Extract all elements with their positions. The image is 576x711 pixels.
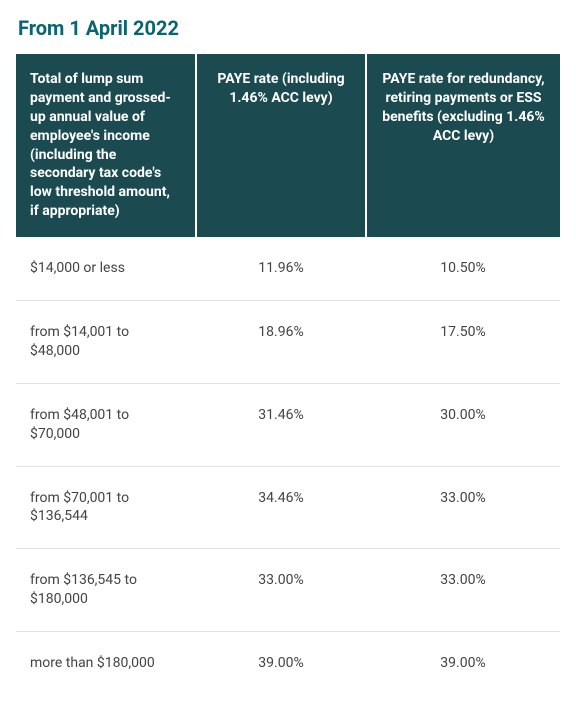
cell-paye: 34.46% [196, 466, 366, 549]
cell-income-range: more than $180,000 [16, 632, 196, 695]
col-header-paye-excl-rate: PAYE rate for redundancy, retiring payme… [366, 54, 560, 237]
table-header-row: Total of lump sum payment and grossed-up… [16, 54, 560, 237]
table-row: from $136,545 to $180,000 33.00% 33.00% [16, 549, 560, 632]
cell-income-range: from $14,001 to $48,000 [16, 301, 196, 384]
table-row: $14,000 or less 11.96% 10.50% [16, 237, 560, 300]
section-title: From 1 April 2022 [18, 16, 560, 40]
cell-paye-excl: 39.00% [366, 632, 560, 695]
table-row: from $70,001 to $136,544 34.46% 33.00% [16, 466, 560, 549]
cell-income-range: from $48,001 to $70,000 [16, 383, 196, 466]
cell-paye: 39.00% [196, 632, 366, 695]
cell-income-range: $14,000 or less [16, 237, 196, 300]
cell-paye: 31.46% [196, 383, 366, 466]
col-header-income-range: Total of lump sum payment and grossed-up… [16, 54, 196, 237]
paye-rate-table: Total of lump sum payment and grossed-up… [16, 54, 560, 695]
cell-paye-excl: 33.00% [366, 466, 560, 549]
cell-income-range: from $136,545 to $180,000 [16, 549, 196, 632]
cell-paye-excl: 10.50% [366, 237, 560, 300]
cell-paye-excl: 33.00% [366, 549, 560, 632]
cell-paye: 33.00% [196, 549, 366, 632]
cell-paye-excl: 30.00% [366, 383, 560, 466]
table-row: from $14,001 to $48,000 18.96% 17.50% [16, 301, 560, 384]
table-row: from $48,001 to $70,000 31.46% 30.00% [16, 383, 560, 466]
table-body: $14,000 or less 11.96% 10.50% from $14,0… [16, 237, 560, 695]
cell-income-range: from $70,001 to $136,544 [16, 466, 196, 549]
cell-paye: 18.96% [196, 301, 366, 384]
table-row: more than $180,000 39.00% 39.00% [16, 632, 560, 695]
cell-paye: 11.96% [196, 237, 366, 300]
col-header-paye-rate: PAYE rate (including 1.46% ACC levy) [196, 54, 366, 237]
cell-paye-excl: 17.50% [366, 301, 560, 384]
